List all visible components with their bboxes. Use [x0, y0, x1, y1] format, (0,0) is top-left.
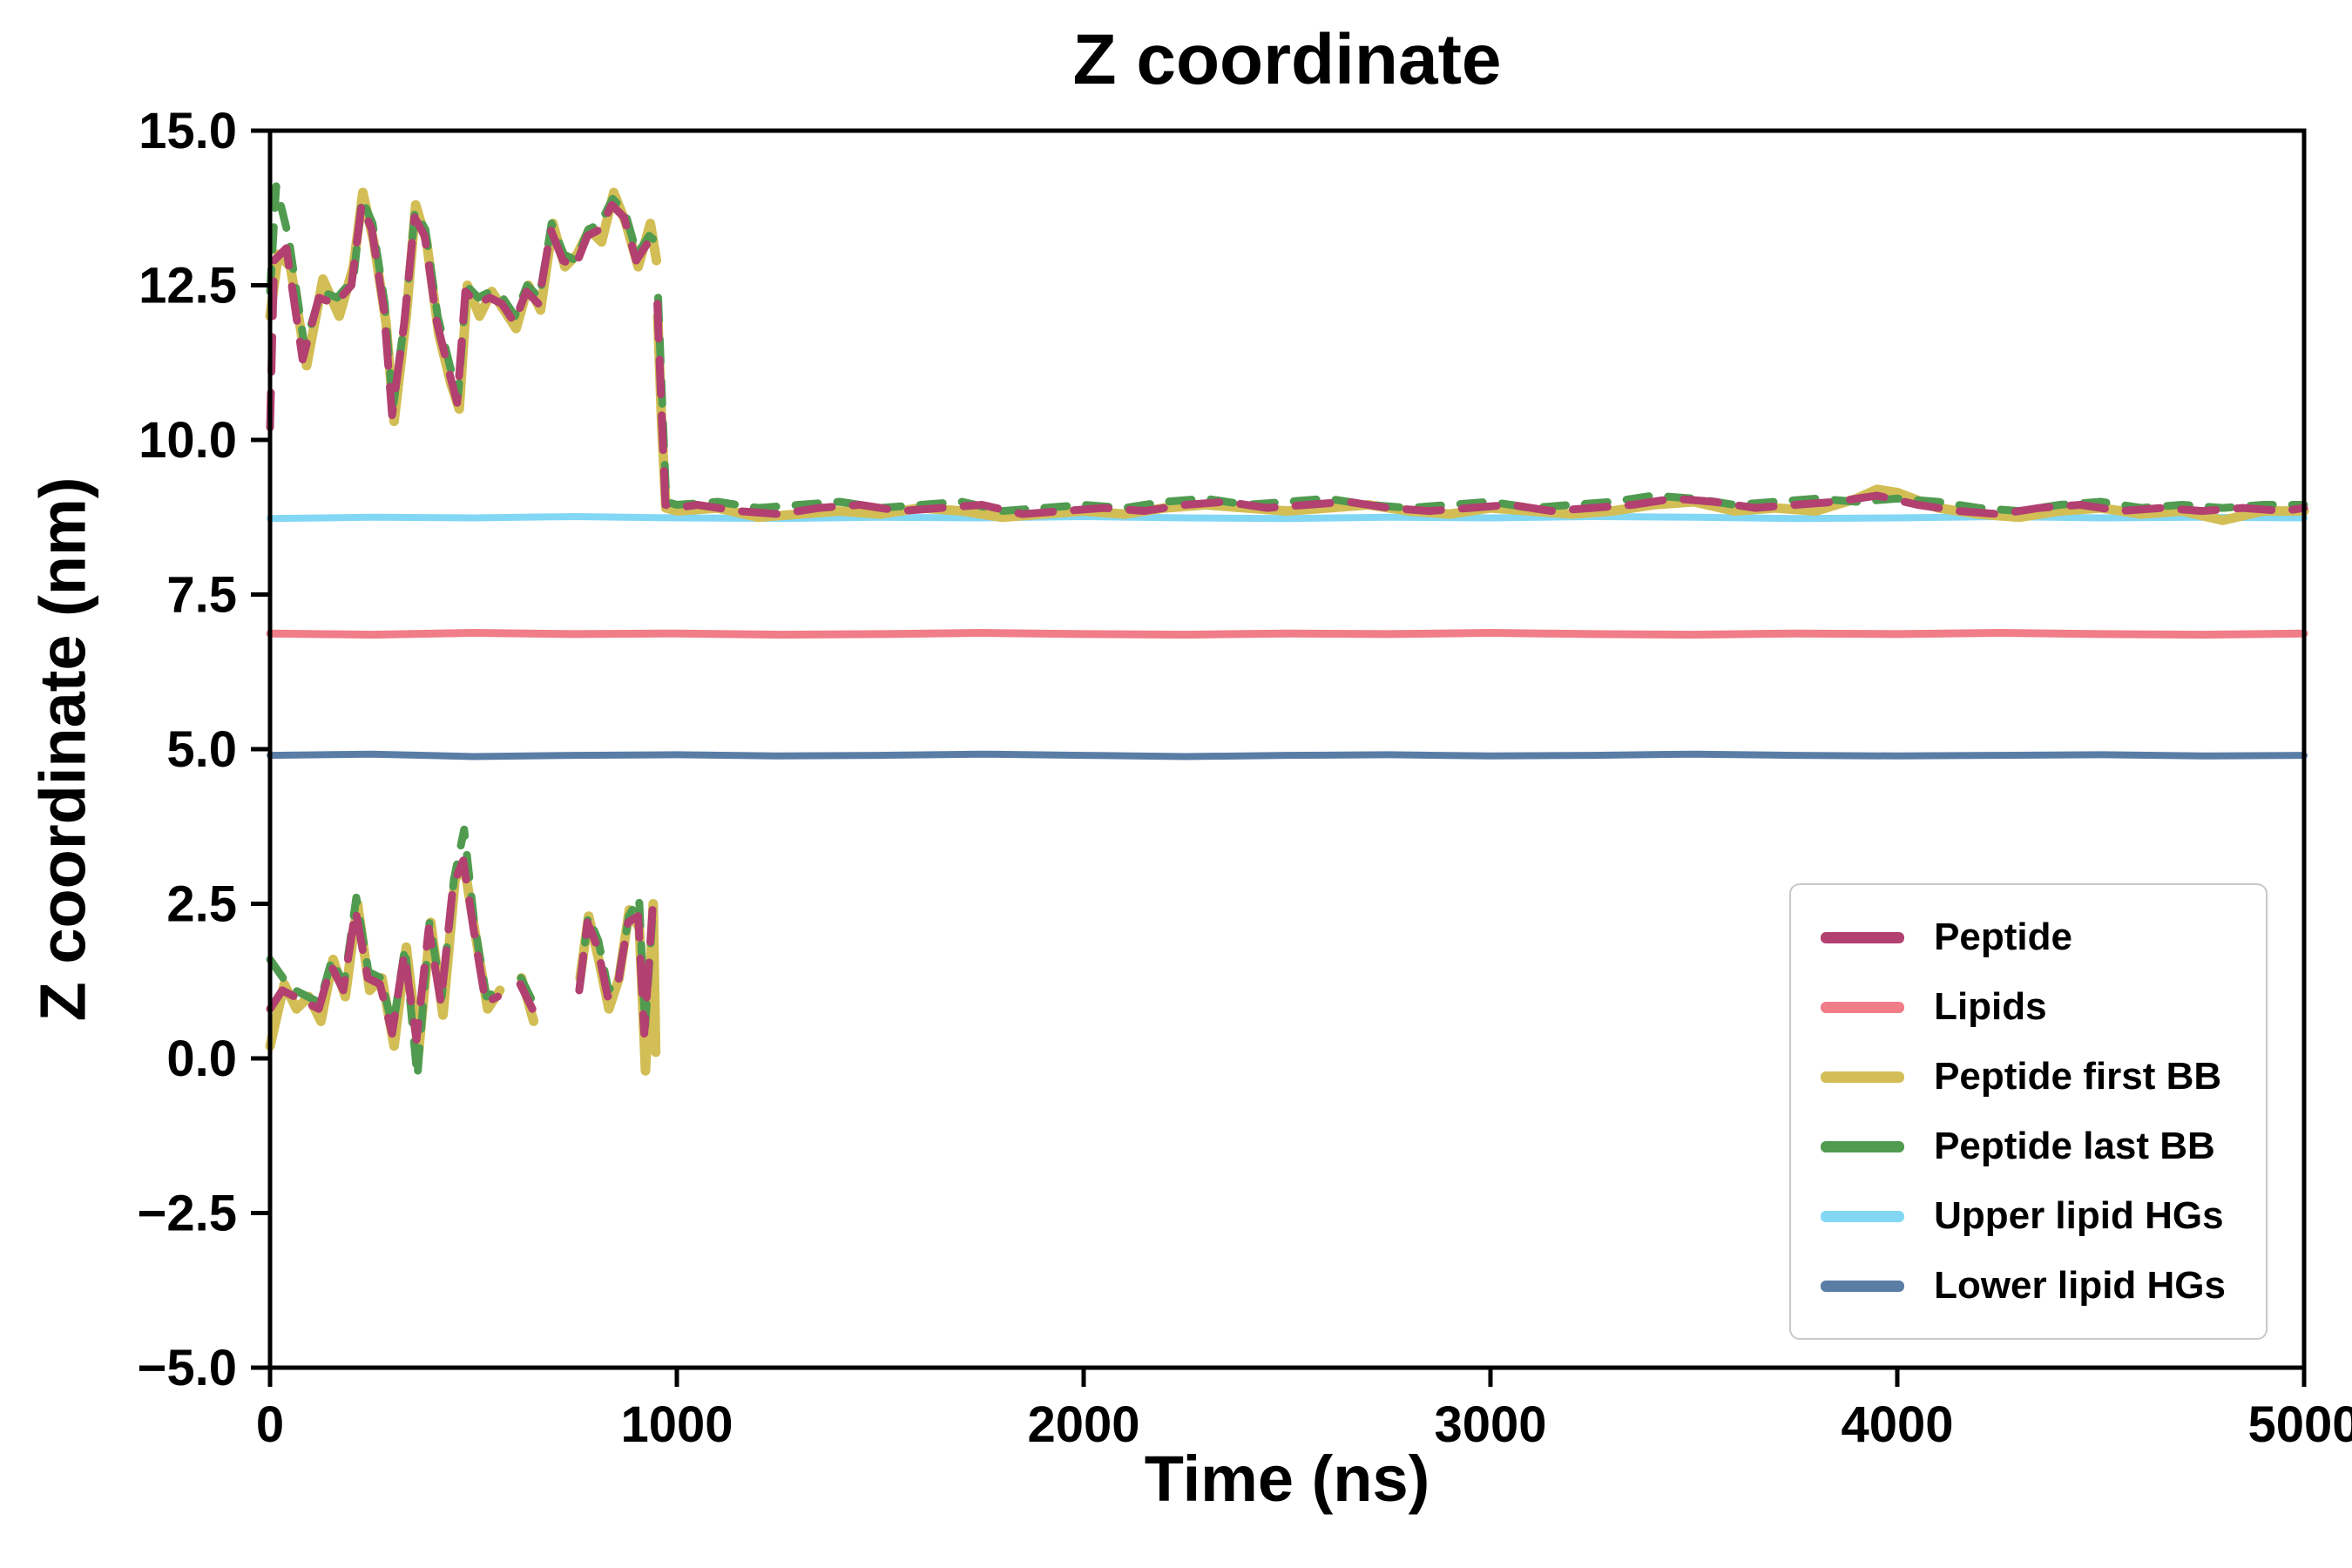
y-tick-label: 0.0 [166, 1031, 237, 1087]
legend-item-peptide-first-bb: Peptide first BB [1821, 1042, 2226, 1112]
legend: Peptide Lipids Peptide first BB Peptide las… [1789, 883, 2268, 1340]
legend-item-peptide-last-bb: Peptide last BB [1821, 1112, 2226, 1181]
x-axis-label: Time (ns) [1144, 1443, 1430, 1515]
legend-swatch [1821, 931, 1905, 943]
y-tick-label: 10.0 [139, 412, 237, 469]
legend-label: Lipids [1934, 985, 2047, 1028]
x-tick-label: 5000 [2247, 1396, 2352, 1453]
legend-swatch [1821, 1280, 1905, 1292]
legend-label: Peptide first BB [1934, 1055, 2222, 1098]
legend-swatch [1821, 1001, 1905, 1013]
chart-title: Z coordinate [1072, 20, 1502, 99]
y-tick-label: 2.5 [166, 876, 237, 933]
x-tick-label: 4000 [1841, 1396, 1953, 1453]
y-tick-label: −5.0 [138, 1340, 238, 1396]
series-lipids [266, 629, 2308, 639]
y-tick-label: 15.0 [139, 103, 237, 159]
x-tick-label: 0 [256, 1396, 284, 1453]
x-tick-label: 2000 [1027, 1396, 1139, 1453]
legend-label: Peptide last BB [1934, 1125, 2215, 1167]
series-lower-lipid-hgs [267, 750, 2308, 760]
legend-label: Lower lipid HGs [1934, 1264, 2226, 1307]
y-tick-label: 7.5 [166, 567, 237, 624]
y-tick-label: 5.0 [166, 721, 237, 778]
x-tick-label: 3000 [1434, 1396, 1546, 1453]
series-peptide [266, 200, 2308, 1044]
legend-item-lipids: Lipids [1821, 972, 2226, 1042]
y-tick-label: −2.5 [138, 1186, 238, 1242]
legend-label: Peptide [1934, 916, 2072, 958]
legend-swatch [1821, 1071, 1905, 1083]
legend-item-upper-lipid-hgs: Upper lipid HGs [1821, 1181, 2226, 1251]
series-upper-lipid-hgs [267, 513, 2308, 523]
legend-item-lower-lipid-hgs: Lower lipid HGs [1821, 1251, 2226, 1321]
legend-item-peptide: Peptide [1821, 902, 2226, 972]
y-tick-label: 12.5 [139, 258, 237, 314]
legend-swatch [1821, 1210, 1905, 1222]
legend-label: Upper lipid HGs [1934, 1194, 2224, 1237]
x-tick-label: 1000 [620, 1396, 733, 1453]
legend-swatch [1821, 1140, 1905, 1152]
